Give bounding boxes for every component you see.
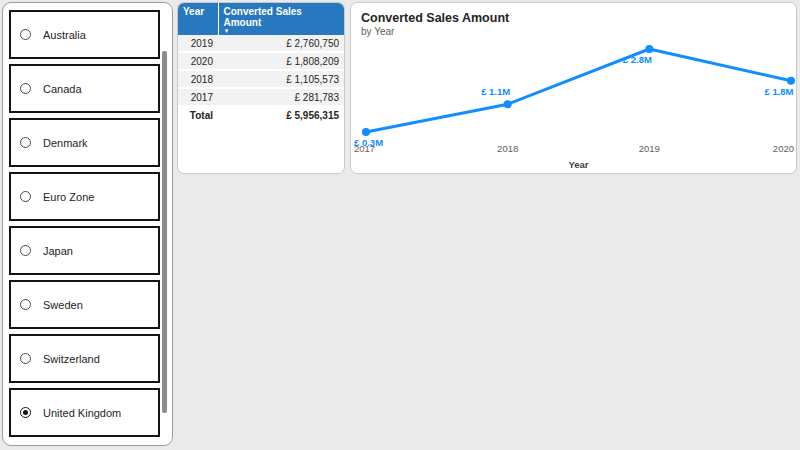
year-cell: 2018 xyxy=(178,70,218,88)
amount-cell: £ 1,808,209 xyxy=(218,52,344,70)
slicer-item-sweden[interactable]: Sweden xyxy=(9,280,160,329)
sort-descending-icon: ▼ xyxy=(224,29,340,34)
year-cell: 2020 xyxy=(178,52,218,70)
sales-table-panel: Year Converted Sales Amount ▼ 2019£ 2,76… xyxy=(177,2,345,174)
column-header-amount-label: Converted Sales Amount xyxy=(224,6,302,28)
total-label: Total xyxy=(178,106,218,124)
radio-unselected-icon[interactable] xyxy=(20,299,31,310)
slicer-item-label: Canada xyxy=(43,83,82,95)
slicer-item-australia[interactable]: Australia xyxy=(9,10,160,59)
data-point-2020[interactable] xyxy=(787,77,795,85)
x-axis-label-2019: 2019 xyxy=(639,143,660,154)
x-axis-label-2020: 2020 xyxy=(773,143,794,154)
column-header-amount[interactable]: Converted Sales Amount ▼ xyxy=(218,3,344,35)
slicer-item-denmark[interactable]: Denmark xyxy=(9,118,160,167)
slicer-item-label: Denmark xyxy=(43,137,88,149)
radio-unselected-icon[interactable] xyxy=(20,353,31,364)
x-axis-title: Year xyxy=(568,159,588,170)
amount-cell: £ 281,783 xyxy=(218,88,344,106)
chart-title: Converted Sales Amount xyxy=(361,11,796,25)
radio-unselected-icon[interactable] xyxy=(20,83,31,94)
report-canvas: Australia Canada Denmark Euro Zone Japan Swed… xyxy=(0,0,800,450)
table-row-2018[interactable]: 2018£ 1,105,573 xyxy=(178,70,344,88)
data-label-2019: £ 2.8M xyxy=(623,54,652,65)
data-label-2018: £ 1.1M xyxy=(481,86,510,97)
data-label-2020: £ 1.8M xyxy=(764,86,793,97)
radio-unselected-icon[interactable] xyxy=(20,191,31,202)
slicer-item-euro-zone[interactable]: Euro Zone xyxy=(9,172,160,221)
x-axis-label-2018: 2018 xyxy=(497,143,518,154)
slicer-item-united-kingdom[interactable]: United Kingdom xyxy=(9,388,160,437)
radio-selected-icon[interactable] xyxy=(20,407,31,418)
table-row-2020[interactable]: 2020£ 1,808,209 xyxy=(178,52,344,70)
amount-cell: £ 1,105,573 xyxy=(218,70,344,88)
country-slicer-panel: Australia Canada Denmark Euro Zone Japan Swed… xyxy=(2,2,173,446)
slicer-item-canada[interactable]: Canada xyxy=(9,64,160,113)
year-cell: 2019 xyxy=(178,35,218,52)
table-row-2017[interactable]: 2017£ 281,783 xyxy=(178,88,344,106)
slicer-item-japan[interactable]: Japan xyxy=(9,226,160,275)
radio-unselected-icon[interactable] xyxy=(20,245,31,256)
chart-subtitle: by Year xyxy=(361,26,796,37)
slicer-item-switzerland[interactable]: Switzerland xyxy=(9,334,160,383)
slicer-item-label: Sweden xyxy=(43,299,83,311)
column-header-year-label: Year xyxy=(183,6,204,17)
column-header-year[interactable]: Year xyxy=(178,3,218,35)
x-axis-label-2017: 2017 xyxy=(354,143,375,154)
slicer-item-label: Australia xyxy=(43,29,86,41)
data-point-2018[interactable] xyxy=(504,100,512,108)
line-chart: £ 0.3M2017£ 1.1M2018£ 2.8M2019£ 1.8M2020… xyxy=(351,39,797,174)
slicer-item-label: United Kingdom xyxy=(43,407,121,419)
year-cell: 2017 xyxy=(178,88,218,106)
radio-unselected-icon[interactable] xyxy=(20,137,31,148)
sales-trend-line xyxy=(366,49,791,132)
slicer-item-label: Euro Zone xyxy=(43,191,94,203)
data-point-2017[interactable] xyxy=(362,128,370,136)
slicer-scrollbar[interactable] xyxy=(162,51,167,413)
slicer-item-label: Japan xyxy=(43,245,73,257)
table-total-row: Total £ 5,956,315 xyxy=(178,106,344,124)
amount-cell: £ 2,760,750 xyxy=(218,35,344,52)
table-row-2019[interactable]: 2019£ 2,760,750 xyxy=(178,35,344,52)
total-amount: £ 5,956,315 xyxy=(218,106,344,124)
slicer-item-label: Switzerland xyxy=(43,353,100,365)
sales-table: Year Converted Sales Amount ▼ 2019£ 2,76… xyxy=(178,3,344,124)
slicer-item-list: Australia Canada Denmark Euro Zone Japan Swed… xyxy=(9,10,160,437)
sales-line-chart-panel: Converted Sales Amount by Year £ 0.3M201… xyxy=(350,2,797,174)
data-point-2019[interactable] xyxy=(645,45,653,53)
radio-unselected-icon[interactable] xyxy=(20,29,31,40)
